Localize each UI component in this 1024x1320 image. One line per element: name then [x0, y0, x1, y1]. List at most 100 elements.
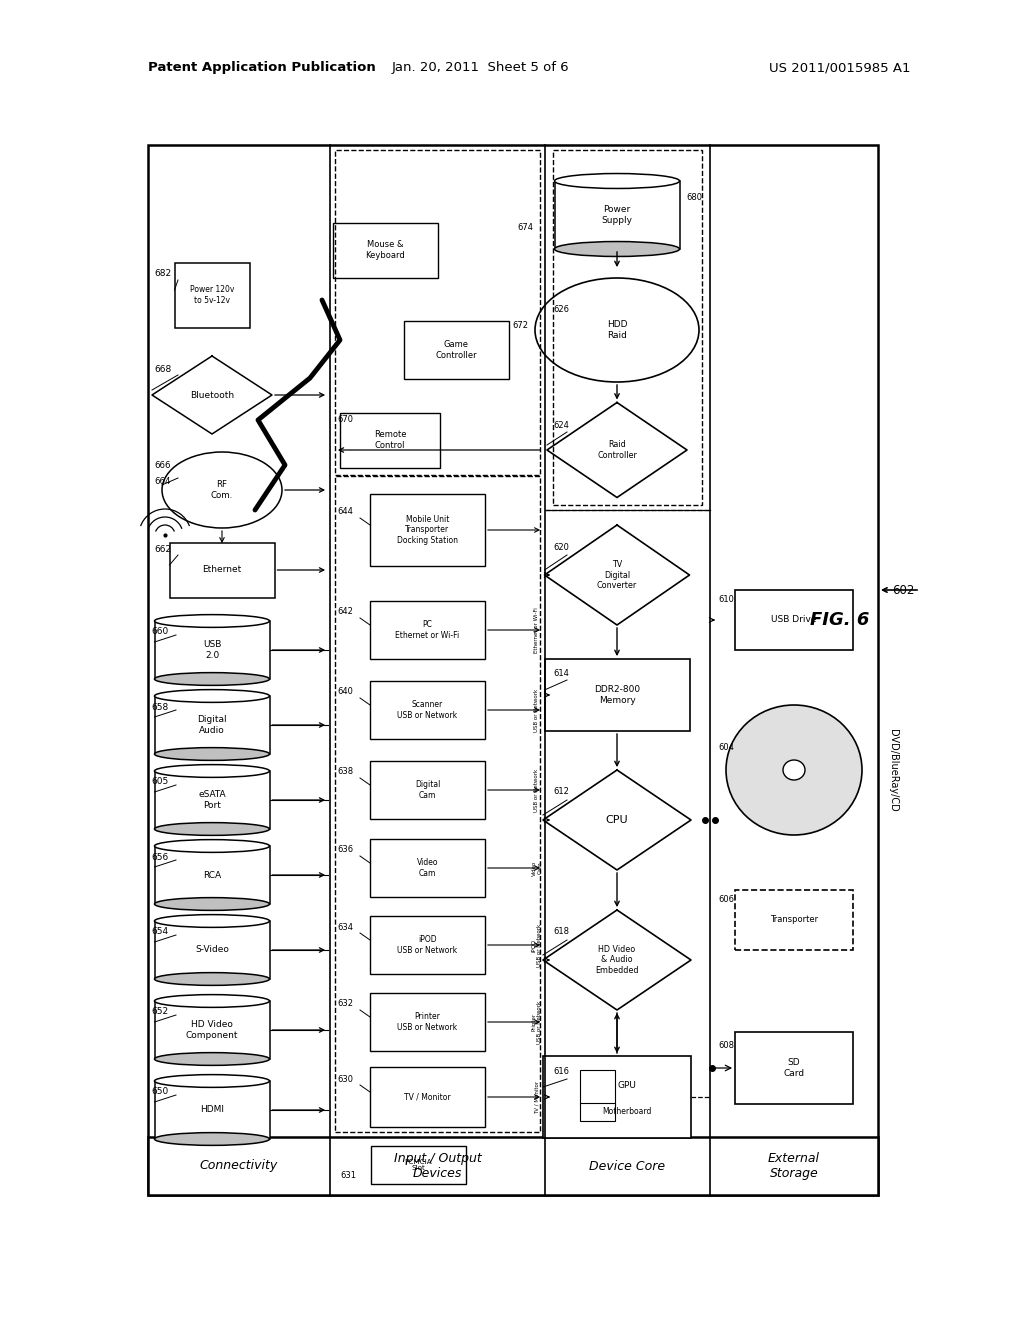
Text: GPU: GPU [617, 1081, 637, 1089]
Bar [155, 1081, 269, 1139]
Bar [333, 223, 437, 277]
Bar [155, 846, 269, 904]
Ellipse shape [783, 760, 805, 780]
Text: CPU: CPU [605, 814, 629, 825]
Text: TV / Monitor: TV / Monitor [535, 1081, 540, 1114]
Bar [370, 681, 485, 739]
Text: 652: 652 [152, 1007, 169, 1016]
Text: 610: 610 [718, 595, 734, 605]
Polygon shape [545, 525, 689, 624]
Ellipse shape [555, 242, 680, 256]
Text: Scanner
USB or Network: Scanner USB or Network [397, 701, 458, 719]
Text: 604: 604 [718, 743, 734, 752]
Polygon shape [547, 403, 687, 498]
Text: 658: 658 [152, 702, 169, 711]
Bar [735, 590, 853, 649]
Bar [735, 1032, 853, 1104]
Ellipse shape [155, 1133, 269, 1146]
Text: 656: 656 [152, 853, 169, 862]
Text: Input / Output
Devices: Input / Output Devices [393, 1152, 481, 1180]
Text: 631: 631 [340, 1171, 356, 1180]
Ellipse shape [155, 822, 269, 836]
Text: 642: 642 [337, 607, 353, 616]
Bar [371, 1146, 466, 1184]
Text: Bluetooth: Bluetooth [189, 391, 234, 400]
Text: HD Video
& Audio
Embedded: HD Video & Audio Embedded [595, 945, 639, 975]
Bar [370, 762, 485, 818]
Text: USB or Network: USB or Network [535, 688, 540, 731]
Text: RF
Com.: RF Com. [211, 480, 233, 500]
Text: 605: 605 [152, 777, 169, 787]
Ellipse shape [155, 915, 269, 928]
Text: 654: 654 [152, 928, 169, 936]
Text: 634: 634 [337, 923, 353, 932]
Text: USB
2.0: USB 2.0 [203, 640, 221, 660]
Ellipse shape [155, 995, 269, 1007]
Text: 640: 640 [337, 688, 353, 697]
Text: iPOD
USB or Network: iPOD USB or Network [397, 936, 458, 954]
Ellipse shape [155, 1074, 269, 1088]
Text: 616: 616 [553, 1068, 569, 1077]
Text: Patent Application Publication: Patent Application Publication [148, 62, 376, 74]
Text: Remote
Control: Remote Control [374, 430, 407, 450]
Text: 614: 614 [553, 668, 569, 677]
Text: USB or Network: USB or Network [535, 768, 540, 812]
Bar [155, 1001, 269, 1059]
Text: 618: 618 [553, 928, 569, 936]
Text: SD
Card: SD Card [783, 1059, 805, 1077]
Text: Connectivity: Connectivity [200, 1159, 279, 1172]
Text: Mobile Unit
Transporter
Docking Station: Mobile Unit Transporter Docking Station [397, 515, 458, 545]
Ellipse shape [535, 279, 699, 381]
Text: Motherboard: Motherboard [602, 1107, 651, 1117]
Text: 670: 670 [337, 416, 353, 425]
Ellipse shape [155, 747, 269, 760]
Ellipse shape [155, 840, 269, 853]
Text: TV / Monitor: TV / Monitor [404, 1093, 451, 1101]
Text: 668: 668 [155, 366, 172, 375]
Text: Ethernet or Wi-Fi: Ethernet or Wi-Fi [535, 607, 540, 653]
Text: 662: 662 [155, 545, 172, 554]
Text: 630: 630 [337, 1074, 353, 1084]
Bar [170, 543, 274, 598]
Polygon shape [152, 356, 272, 434]
Ellipse shape [162, 451, 282, 528]
Text: 666: 666 [155, 461, 171, 470]
Text: 626: 626 [553, 305, 569, 314]
Text: US 2011/0015985 A1: US 2011/0015985 A1 [769, 62, 910, 74]
Ellipse shape [155, 764, 269, 777]
Text: RCA: RCA [203, 870, 221, 879]
Bar [580, 1069, 614, 1105]
Bar [335, 477, 540, 1133]
Bar [155, 620, 269, 678]
Ellipse shape [155, 689, 269, 702]
Polygon shape [543, 909, 691, 1010]
Text: eSATA
Port: eSATA Port [199, 791, 226, 809]
Text: 664: 664 [155, 478, 171, 487]
Text: 650: 650 [152, 1088, 169, 1097]
Text: 672: 672 [512, 321, 528, 330]
Bar [555, 181, 680, 249]
Text: 636: 636 [337, 846, 353, 854]
Text: FIG. 6: FIG. 6 [810, 611, 869, 630]
Bar [370, 494, 485, 566]
Text: Jan. 20, 2011  Sheet 5 of 6: Jan. 20, 2011 Sheet 5 of 6 [391, 62, 568, 74]
Text: USB Drive: USB Drive [771, 615, 817, 624]
Bar [148, 1137, 878, 1195]
Polygon shape [543, 770, 691, 870]
Text: Video
Cam: Video Cam [531, 861, 543, 875]
Text: 682: 682 [155, 268, 172, 277]
Text: Ethernet: Ethernet [203, 565, 242, 574]
Bar [553, 150, 702, 506]
Ellipse shape [155, 673, 269, 685]
Bar [148, 145, 878, 1195]
Text: 632: 632 [337, 999, 353, 1008]
Ellipse shape [555, 173, 680, 189]
Text: S-Video: S-Video [195, 945, 229, 954]
Text: 644: 644 [337, 507, 353, 516]
Text: DVD/BlueRay/CD: DVD/BlueRay/CD [888, 729, 898, 812]
Bar [403, 321, 509, 379]
Text: 638: 638 [337, 767, 353, 776]
Text: Printer
USB or Network: Printer USB or Network [531, 1001, 543, 1044]
Bar [580, 1104, 614, 1121]
Text: PCMCIA
Slot: PCMCIA Slot [404, 1159, 432, 1172]
